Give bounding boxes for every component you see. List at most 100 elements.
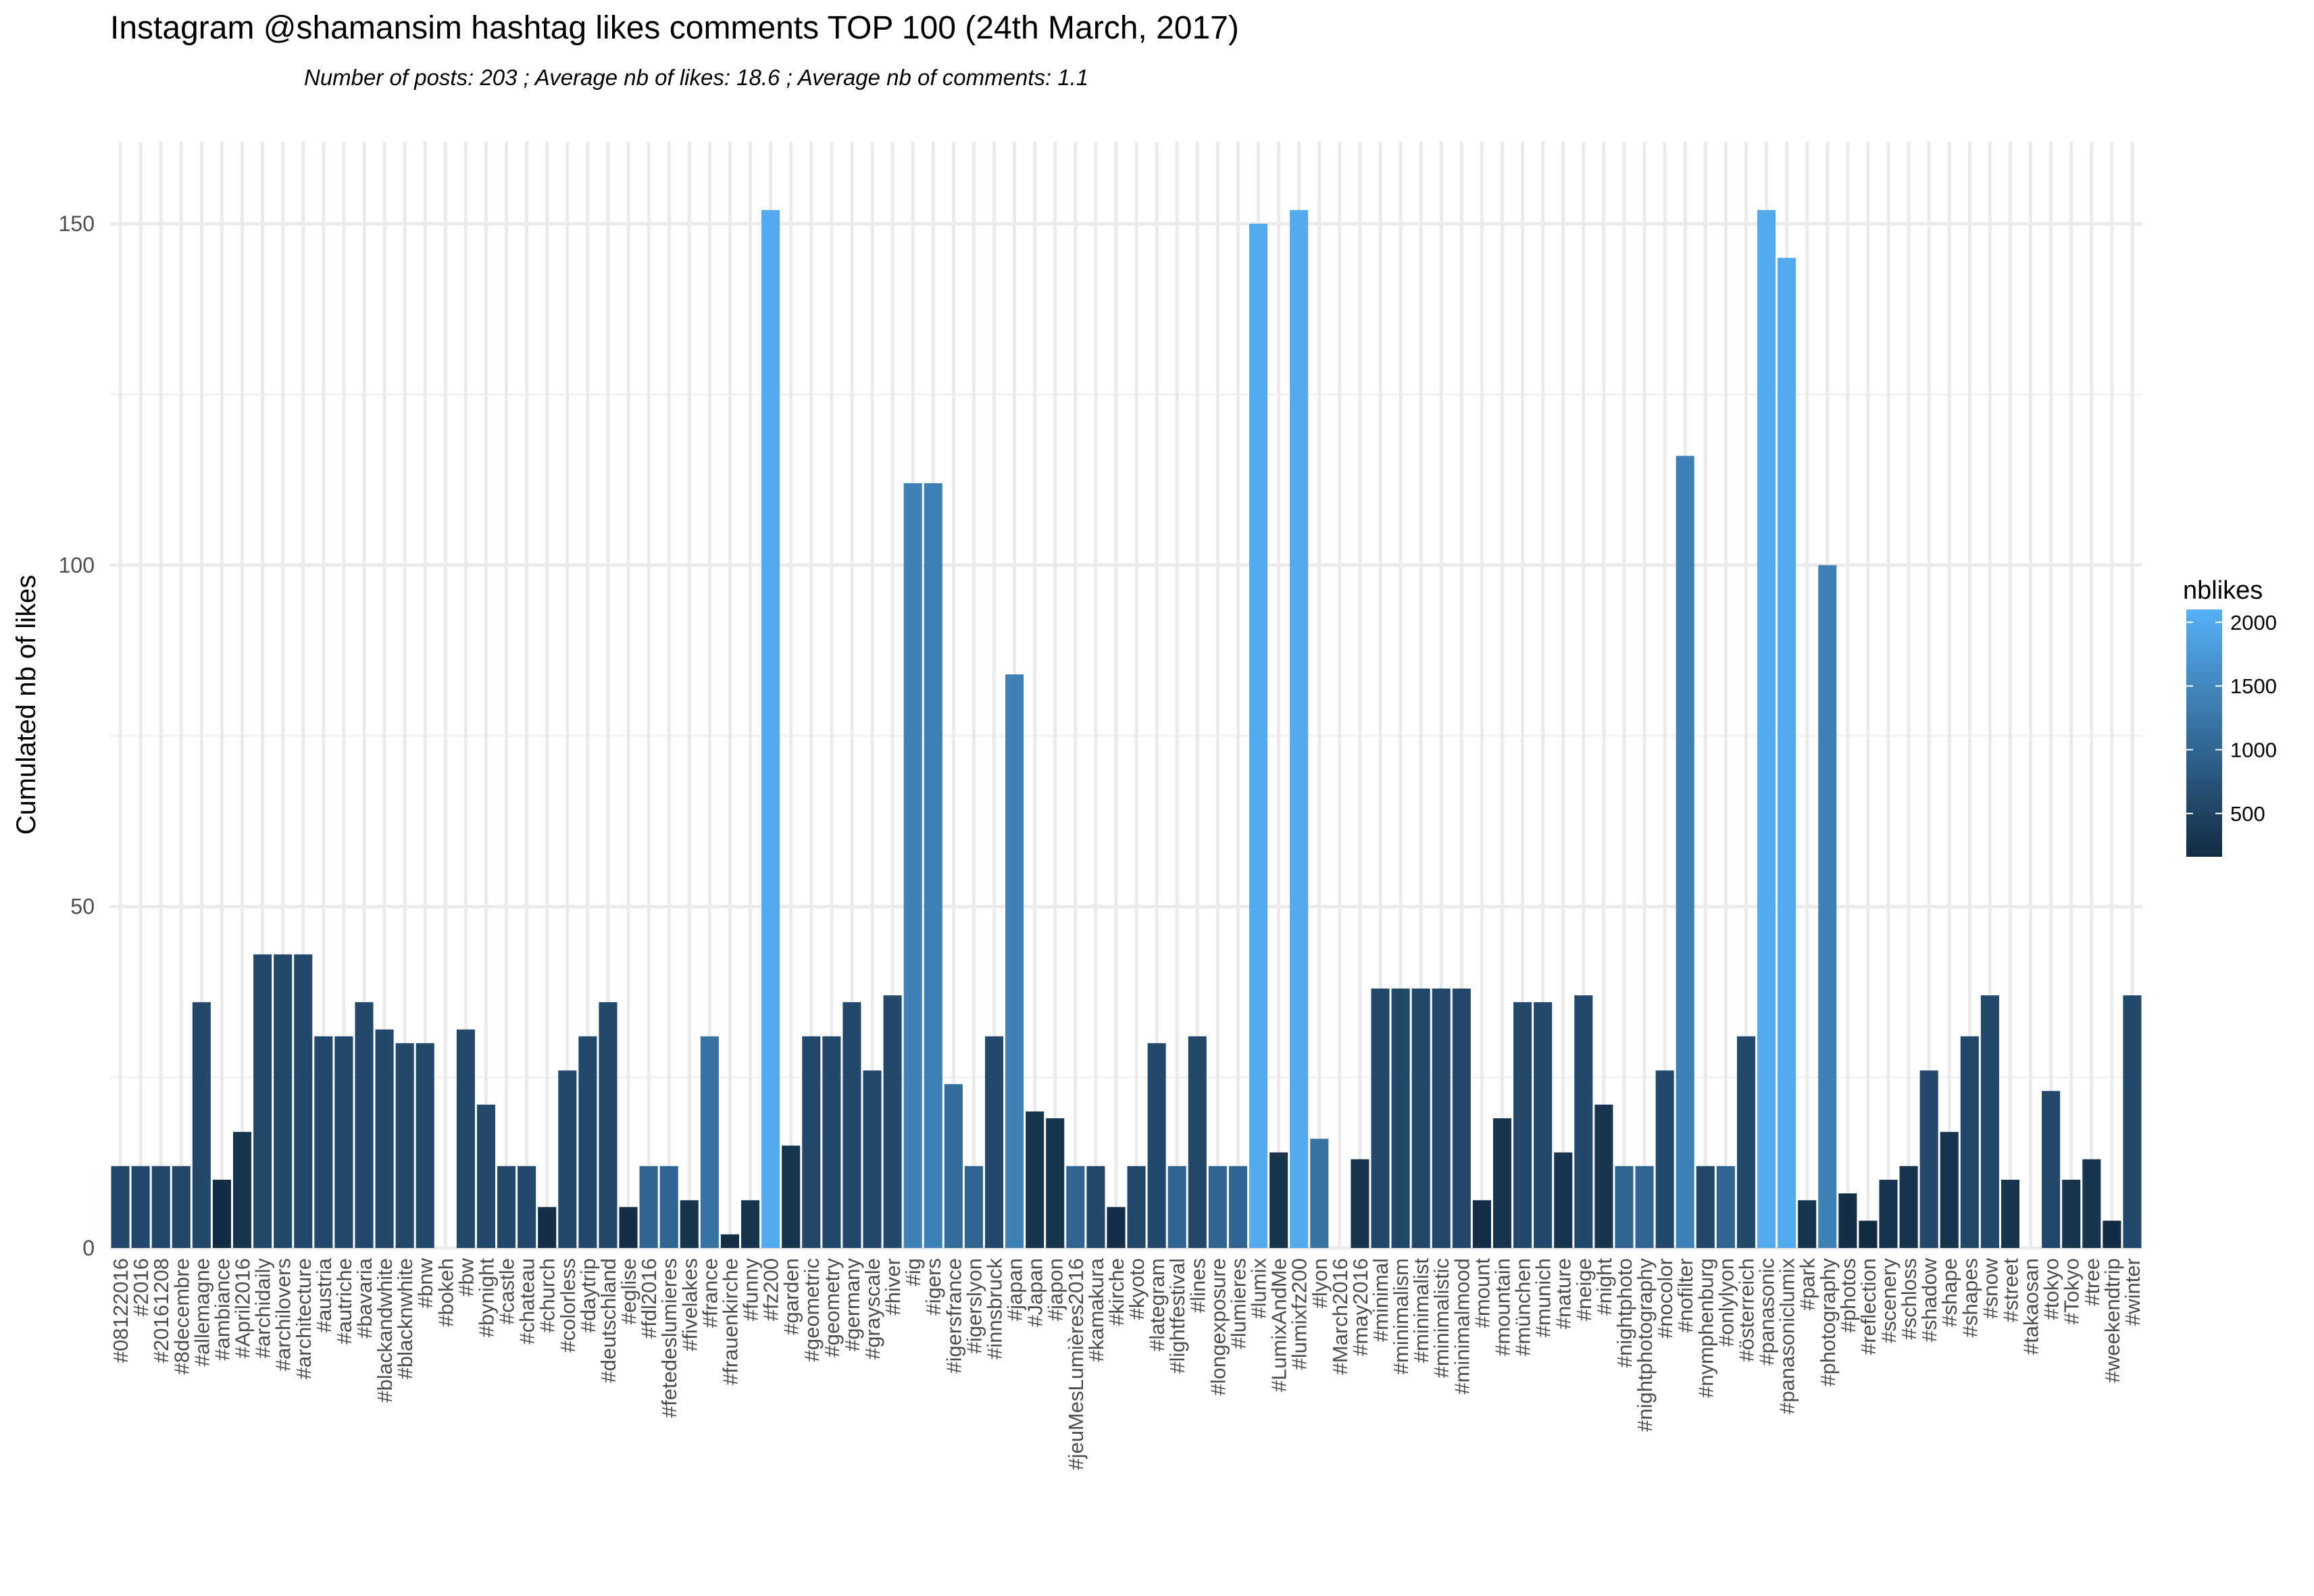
x-tick-label: #france [698, 1258, 722, 1328]
bar [1026, 1111, 1045, 1248]
bar [1269, 1152, 1288, 1248]
x-tick-label: #nightphoto [1613, 1258, 1636, 1368]
x-tick-label: #bokeh [434, 1258, 457, 1327]
bar [1127, 1166, 1146, 1248]
x-tick-label: #lumixfz200 [1288, 1258, 1311, 1370]
bar [111, 1166, 130, 1248]
x-tick-label: #nymphenburg [1694, 1258, 1717, 1398]
bar [1899, 1166, 1918, 1248]
x-tick-label: #schloss [1897, 1258, 1921, 1340]
bar [1778, 257, 1796, 1248]
bar [2001, 1179, 2020, 1248]
x-tick-label: #lines [1186, 1258, 1209, 1313]
bar [1005, 674, 1024, 1248]
bar [659, 1166, 678, 1248]
x-tick-label: #japon [1044, 1258, 1067, 1321]
x-tick-label: #shape [1938, 1258, 1961, 1327]
chart-subtitle: Number of posts: 203 ; Average nb of lik… [304, 65, 1089, 90]
x-tick-label: #archidaily [251, 1258, 275, 1359]
bar [822, 1036, 841, 1248]
x-tick-label: #longexposure [1206, 1258, 1230, 1395]
bar [1574, 995, 1593, 1248]
x-tick-label: #kirche [1105, 1258, 1128, 1326]
bar [497, 1166, 516, 1248]
bar [1086, 1166, 1105, 1248]
bar [1411, 988, 1430, 1248]
x-tick-label: #kyoto [1125, 1258, 1149, 1320]
x-tick-label: #architecture [292, 1258, 316, 1379]
bar [1452, 988, 1471, 1248]
x-tick-label: #mount [1470, 1258, 1494, 1328]
x-tick-label: #shapes [1958, 1258, 1982, 1337]
bar [1290, 209, 1309, 1249]
x-tick-label: #08122016 [109, 1258, 132, 1363]
x-tick-label: #chateau [515, 1258, 539, 1345]
bar [1167, 1166, 1186, 1248]
x-tick-label: #blacknwhite [393, 1258, 417, 1379]
x-tick-label: #archilovers [272, 1258, 295, 1371]
bar [212, 1179, 231, 1248]
x-tick-label: #lightfestival [1165, 1258, 1189, 1374]
x-tick-label: #bynight [474, 1258, 498, 1338]
legend-tick-label: 2000 [2230, 611, 2277, 634]
legend-tick-label: 500 [2230, 802, 2265, 826]
bar [172, 1166, 191, 1248]
x-tick-label: #lumix [1247, 1258, 1271, 1319]
grid-lines [110, 142, 2142, 1250]
x-tick-label: #hiver [881, 1258, 905, 1315]
x-tick-label: #austria [312, 1257, 336, 1332]
x-tick-label: #onlylyon [1714, 1258, 1738, 1347]
x-tick-label: #nightphotography [1633, 1258, 1657, 1432]
x-tick-label: #20161208 [149, 1258, 173, 1363]
bar [1371, 988, 1390, 1248]
bar [1472, 1200, 1491, 1248]
legend-tick-label: 1000 [2230, 739, 2277, 762]
legend-tick-label: 1500 [2230, 674, 2277, 698]
bar [1798, 1200, 1817, 1248]
x-tick-label: #eglise [617, 1258, 640, 1324]
x-tick-label: #neige [1572, 1258, 1596, 1321]
bar [1960, 1036, 1979, 1248]
bar [924, 483, 942, 1248]
bar [2062, 1179, 2081, 1248]
bar [782, 1145, 801, 1248]
bar [558, 1070, 577, 1248]
bars [111, 209, 2142, 1249]
x-tick-label: #April2016 [231, 1258, 255, 1358]
bar [802, 1036, 821, 1248]
x-tick-label: #lategram [1145, 1258, 1169, 1351]
bar [1716, 1166, 1735, 1248]
bar [1635, 1166, 1654, 1248]
x-tick-label: #shadow [1917, 1257, 1941, 1342]
bar [578, 1036, 597, 1248]
x-tick-label: #minimalist [1409, 1258, 1433, 1363]
bar [619, 1207, 638, 1248]
x-tick-label: #garden [780, 1258, 803, 1335]
x-tick-label: #fivelakes [678, 1258, 701, 1351]
bar [1228, 1166, 1247, 1248]
legend-title: nblikes [2183, 576, 2263, 605]
bar [1208, 1166, 1227, 1248]
y-tick-label: 50 [70, 895, 95, 919]
bar [294, 954, 313, 1248]
bar [1188, 1036, 1207, 1248]
x-tick-label: #allemagne [190, 1258, 213, 1366]
bar [1066, 1166, 1085, 1248]
x-tick-label: #japan [1003, 1258, 1027, 1321]
x-tick-label: #geometric [800, 1258, 824, 1362]
bar [1310, 1139, 1329, 1248]
x-tick-label: #lumieres [1226, 1258, 1250, 1349]
x-tick-label: #bw [454, 1257, 478, 1296]
legend-colorbar [2186, 609, 2222, 857]
y-tick-label: 0 [82, 1236, 95, 1260]
x-tick-label: #österreich [1734, 1258, 1758, 1362]
bar [1818, 565, 1837, 1248]
bar [355, 1002, 374, 1248]
x-tick-label: #igers [922, 1258, 945, 1315]
x-tick-label: #minimalmood [1450, 1258, 1474, 1395]
x-tick-label: #night [1592, 1258, 1616, 1316]
bar [416, 1043, 434, 1248]
x-tick-label: #tokyo [2040, 1258, 2063, 1320]
x-tick-label: #minimalism [1389, 1258, 1413, 1374]
